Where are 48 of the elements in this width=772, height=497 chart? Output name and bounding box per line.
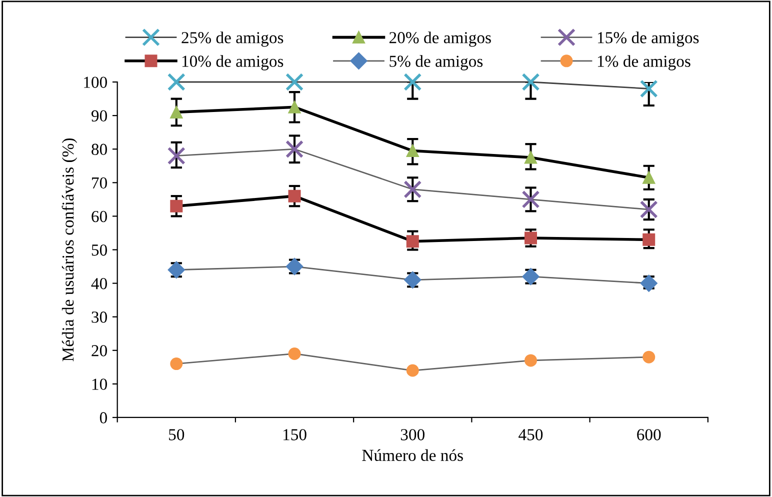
point (642, 233, 656, 246)
point (285, 140, 304, 158)
x-tick-label: 450 (518, 429, 543, 440)
y-tick-label: 60 (92, 210, 107, 222)
point (288, 347, 301, 360)
y-tick-label: 70 (92, 177, 107, 189)
point (640, 80, 658, 98)
point (406, 144, 419, 158)
point (167, 72, 186, 92)
point (524, 232, 537, 244)
point (642, 171, 656, 184)
legend-label: 5% de amigos (390, 55, 483, 70)
point (522, 72, 540, 92)
y-tick-label: 0 (100, 412, 107, 424)
point (406, 364, 419, 377)
point (524, 151, 537, 164)
legend-label: 10% de amigos (182, 55, 284, 70)
y-tick-label: 80 (92, 144, 107, 156)
x-axis-title: Número de nós (362, 449, 463, 461)
point (404, 72, 422, 92)
point (285, 72, 304, 92)
x-tick-label: 300 (400, 429, 424, 440)
point (170, 358, 183, 370)
y-axis-title: Média de usuários confiáveis (%) (62, 138, 78, 362)
y-tick-label: 10 (92, 378, 107, 390)
point (288, 100, 301, 114)
legend-label: 20% de amigos (389, 32, 491, 47)
y-tick-label: 50 (92, 244, 107, 256)
point (524, 354, 537, 367)
x-tick-label: 600 (637, 429, 661, 440)
x-tick-label: 150 (283, 429, 306, 440)
point (288, 190, 301, 202)
x-tick-label: 50 (169, 429, 184, 440)
y-tick-label: 40 (91, 278, 107, 290)
y-tick-label: 100 (84, 76, 107, 88)
legend-label: 25% de amigos (182, 32, 284, 47)
legend-label: 15% de amigos (598, 32, 699, 47)
point (522, 190, 540, 208)
legend-label: 1% de amigos (598, 55, 690, 70)
point (170, 200, 183, 212)
point (167, 146, 186, 165)
y-tick-label: 90 (91, 110, 107, 122)
y-tick-label: 20 (92, 345, 107, 356)
point (406, 235, 419, 248)
y-tick-label: 30 (92, 312, 107, 323)
point (642, 350, 656, 364)
point (404, 180, 422, 198)
point (170, 106, 183, 118)
